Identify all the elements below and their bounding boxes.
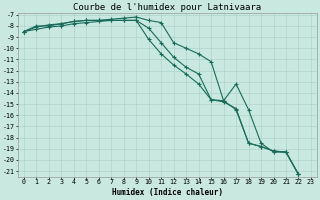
Title: Courbe de l'humidex pour Latnivaara: Courbe de l'humidex pour Latnivaara	[73, 3, 261, 12]
X-axis label: Humidex (Indice chaleur): Humidex (Indice chaleur)	[112, 188, 223, 197]
